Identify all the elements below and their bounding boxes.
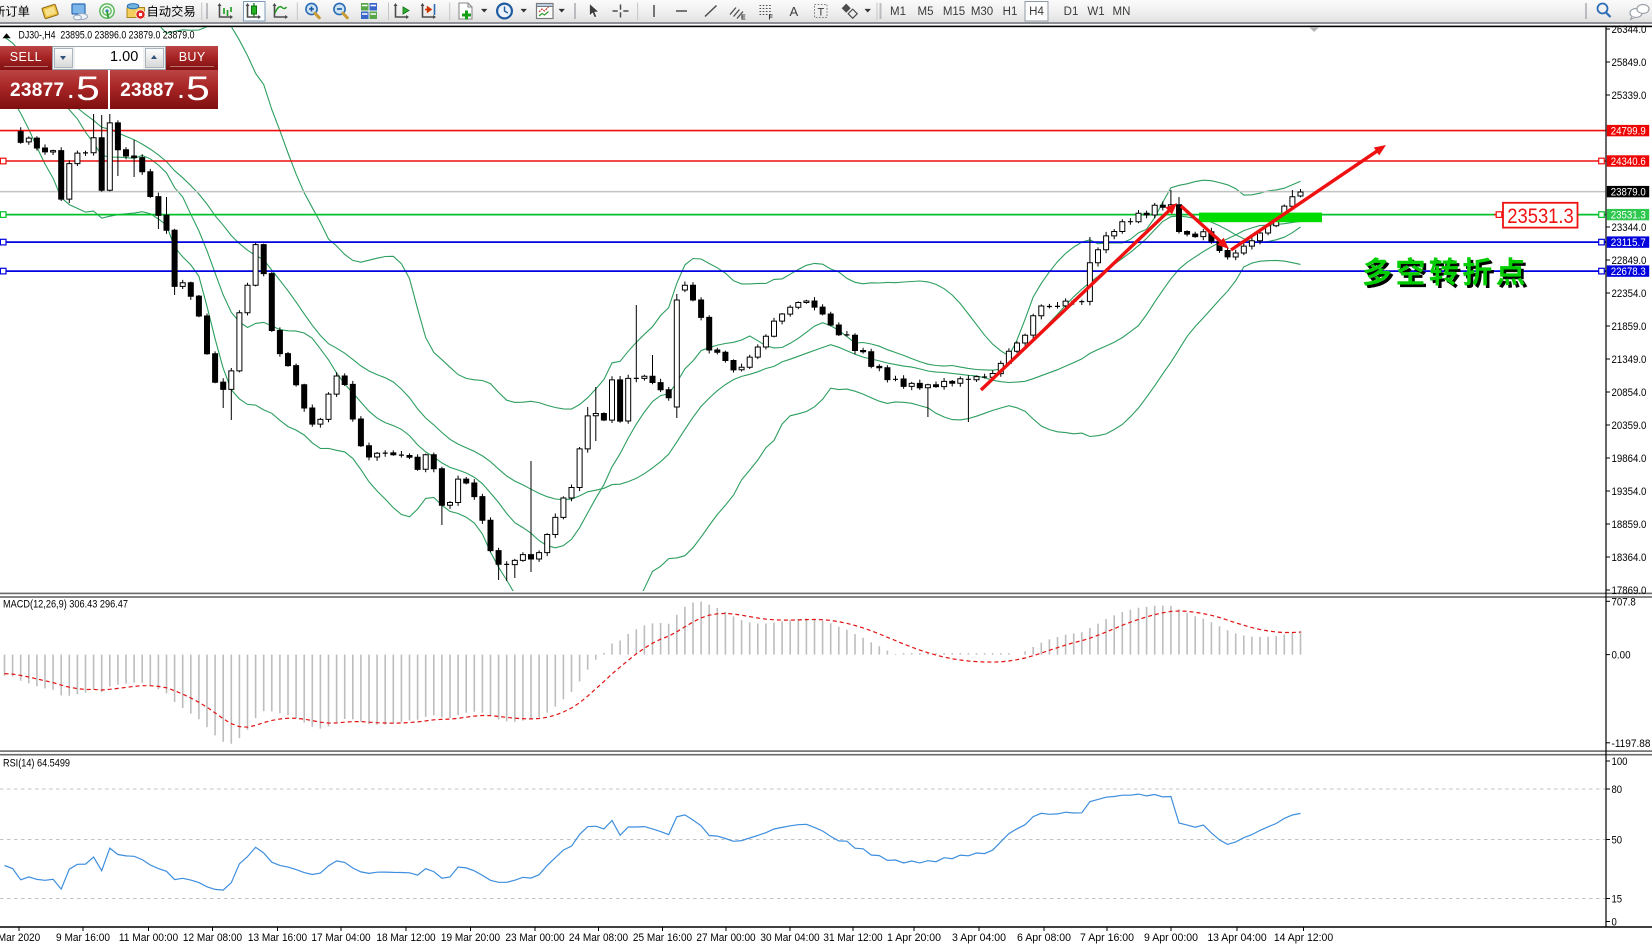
svg-text:25339.0: 25339.0 — [1612, 90, 1647, 102]
svg-text:T: T — [818, 7, 825, 19]
svg-text:DJ30-,H4 23895.0 23896.0 2387: DJ30-,H4 23895.0 23896.0 23879.0 23879.0 — [19, 30, 195, 42]
svg-text:21859.0: 21859.0 — [1612, 321, 1647, 333]
svg-text:27 Mar 00:00: 27 Mar 00:00 — [696, 932, 755, 944]
svg-text:M5: M5 — [918, 6, 934, 18]
svg-text:MACD(12,26,9) 306.43 296.47: MACD(12,26,9) 306.43 296.47 — [3, 599, 128, 611]
svg-text:17 Mar 04:00: 17 Mar 04:00 — [311, 932, 370, 944]
svg-text:25849.0: 25849.0 — [1612, 57, 1647, 69]
svg-text:M1: M1 — [890, 6, 906, 18]
svg-text:11 Mar 00:00: 11 Mar 00:00 — [119, 932, 178, 944]
svg-text:A: A — [790, 4, 799, 19]
svg-text:1 Apr 20:00: 1 Apr 20:00 — [887, 932, 941, 944]
svg-text:0.00: 0.00 — [1612, 650, 1631, 662]
svg-text:17869.0: 17869.0 — [1612, 585, 1647, 597]
svg-text:22354.0: 22354.0 — [1612, 288, 1647, 300]
svg-text:80: 80 — [1612, 784, 1623, 796]
svg-text:25 Mar 16:00: 25 Mar 16:00 — [633, 932, 692, 944]
svg-text:707.8: 707.8 — [1612, 596, 1636, 608]
svg-text:24799.9: 24799.9 — [1611, 126, 1646, 138]
svg-text:24340.6: 24340.6 — [1611, 156, 1646, 168]
svg-text:13 Apr 04:00: 13 Apr 04:00 — [1207, 932, 1266, 944]
svg-text:15: 15 — [1612, 894, 1623, 906]
svg-text:20359.0: 20359.0 — [1612, 420, 1647, 432]
svg-text:21349.0: 21349.0 — [1612, 354, 1647, 366]
svg-text:22678.3: 22678.3 — [1611, 266, 1646, 278]
svg-text:23531.3: 23531.3 — [1507, 204, 1574, 228]
svg-text:23 Mar 00:00: 23 Mar 00:00 — [505, 932, 564, 944]
svg-text:18 Mar 12:00: 18 Mar 12:00 — [376, 932, 435, 944]
svg-text:W1: W1 — [1087, 6, 1104, 18]
svg-text:23531.3: 23531.3 — [1611, 210, 1646, 222]
svg-text:7 Apr 16:00: 7 Apr 16:00 — [1080, 932, 1134, 944]
svg-text:D1: D1 — [1064, 6, 1079, 18]
svg-text:E: E — [741, 15, 746, 22]
svg-text:Mar 2020: Mar 2020 — [0, 932, 40, 944]
svg-text:18364.0: 18364.0 — [1612, 552, 1647, 564]
svg-text:13 Mar 16:00: 13 Mar 16:00 — [248, 932, 307, 944]
svg-text:19864.0: 19864.0 — [1612, 453, 1647, 465]
svg-text:31 Mar 12:00: 31 Mar 12:00 — [823, 932, 882, 944]
svg-text:14 Apr 12:00: 14 Apr 12:00 — [1274, 932, 1333, 944]
svg-text:6 Apr 08:00: 6 Apr 08:00 — [1017, 932, 1071, 944]
svg-text:26344.0: 26344.0 — [1612, 24, 1647, 36]
svg-text:M30: M30 — [971, 6, 993, 18]
svg-text:F: F — [769, 15, 774, 22]
svg-text:H1: H1 — [1003, 6, 1018, 18]
svg-text:19354.0: 19354.0 — [1612, 486, 1647, 498]
svg-text:0: 0 — [1612, 917, 1617, 929]
svg-text:18859.0: 18859.0 — [1612, 519, 1647, 531]
svg-text:100: 100 — [1612, 756, 1628, 768]
svg-text:-1197.88: -1197.88 — [1612, 738, 1651, 750]
svg-text:30 Mar 04:00: 30 Mar 04:00 — [760, 932, 819, 944]
svg-text:23344.0: 23344.0 — [1612, 222, 1647, 234]
svg-text:H4: H4 — [1029, 6, 1044, 18]
svg-text:12 Mar 08:00: 12 Mar 08:00 — [183, 932, 242, 944]
svg-text:19 Mar 20:00: 19 Mar 20:00 — [441, 932, 500, 944]
svg-text:24 Mar 08:00: 24 Mar 08:00 — [569, 932, 628, 944]
svg-text:MN: MN — [1113, 6, 1131, 18]
svg-text:23879.0: 23879.0 — [1611, 187, 1646, 199]
svg-text:20854.0: 20854.0 — [1612, 387, 1647, 399]
svg-text:M15: M15 — [943, 6, 965, 18]
svg-text:23115.7: 23115.7 — [1611, 237, 1646, 249]
svg-text:RSI(14) 64.5499: RSI(14) 64.5499 — [3, 758, 70, 770]
svg-text:9 Apr 00:00: 9 Apr 00:00 — [1144, 932, 1198, 944]
svg-text:22849.0: 22849.0 — [1612, 255, 1647, 267]
svg-text:50: 50 — [1612, 835, 1623, 847]
svg-text:3 Apr 04:00: 3 Apr 04:00 — [952, 932, 1006, 944]
svg-text:9 Mar 16:00: 9 Mar 16:00 — [56, 932, 110, 944]
